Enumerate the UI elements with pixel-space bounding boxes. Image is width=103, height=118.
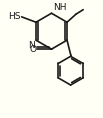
Text: HS: HS bbox=[8, 12, 21, 21]
Text: N: N bbox=[28, 41, 35, 50]
Text: NH: NH bbox=[53, 3, 66, 12]
Text: O: O bbox=[29, 45, 36, 54]
